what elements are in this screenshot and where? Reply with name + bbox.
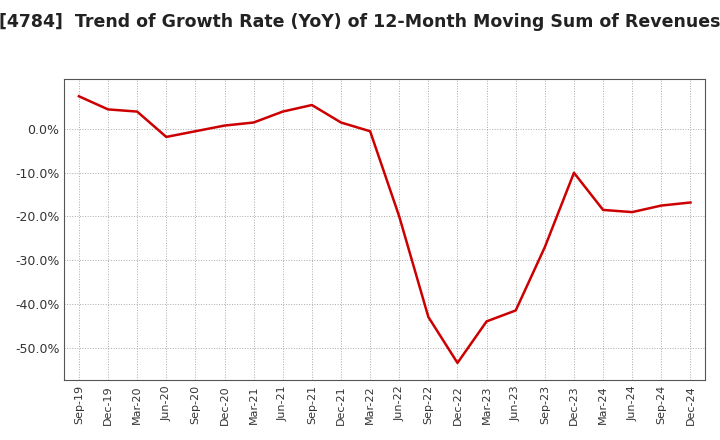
- Text: [4784]  Trend of Growth Rate (YoY) of 12-Month Moving Sum of Revenues: [4784] Trend of Growth Rate (YoY) of 12-…: [0, 13, 720, 31]
